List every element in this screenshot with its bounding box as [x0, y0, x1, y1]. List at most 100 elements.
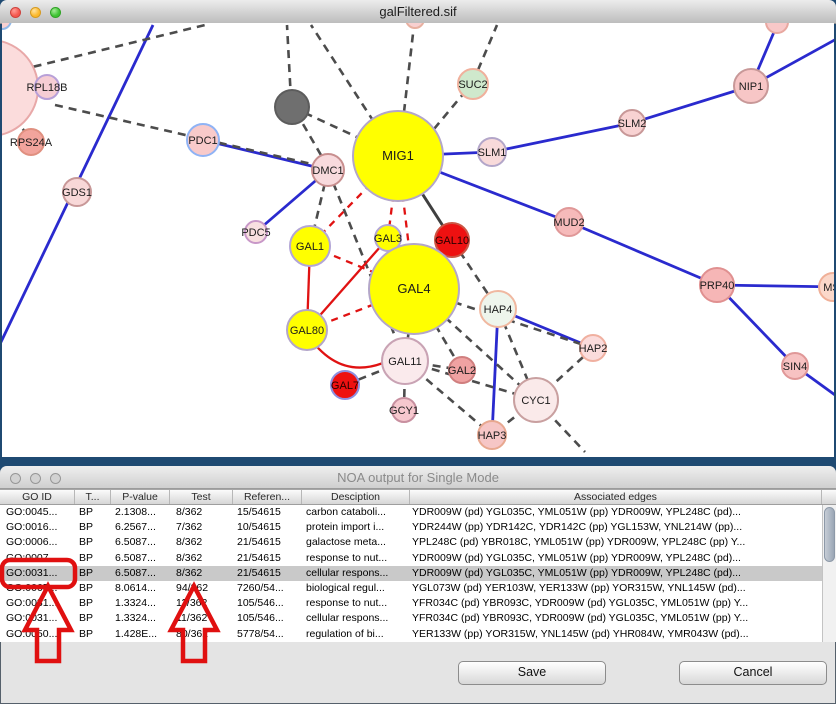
node-label-PRP40: PRP40	[700, 280, 735, 292]
edge-dashed[interactable]	[344, 359, 406, 387]
table-row[interactable]: GO:0050... BP 1.428E... 80/362 5778/54... reg…	[0, 626, 822, 642]
node-GAL4[interactable]	[368, 243, 460, 335]
node-top-right[interactable]	[765, 23, 789, 34]
node-GAL2[interactable]	[448, 356, 476, 384]
column-header-go-id[interactable]: GO ID	[0, 490, 75, 504]
network-view[interactable]: RPL18B RPS24A GDS1 PDC1 DMC1 MIG1 SUC2 SLM1 SLM2…	[2, 23, 834, 457]
edge-dashed[interactable]	[19, 23, 206, 72]
cell-test: 94/362	[176, 581, 209, 594]
node-label-GAL11: GAL11	[388, 356, 421, 368]
node-PDC5[interactable]	[244, 220, 268, 244]
node-GAL1[interactable]	[289, 225, 331, 267]
edge-dashed[interactable]	[433, 92, 465, 130]
cell-go_id: GO:0065...	[6, 581, 58, 594]
node-label-SLM2: SLM2	[618, 118, 647, 130]
cell-p_value: 6.5087...	[115, 566, 156, 579]
zoom-button[interactable]	[50, 7, 61, 18]
node-RPS24A[interactable]	[17, 128, 45, 156]
edge-dashed[interactable]	[476, 24, 499, 71]
close-button[interactable]	[10, 473, 21, 484]
table-row[interactable]: GO:0045... BP 2.1308... 8/362 15/54615 carbon…	[0, 505, 822, 521]
column-header-test[interactable]: Test	[170, 490, 233, 504]
network-canvas[interactable]: RPL18B RPS24A GDS1 PDC1 DMC1 MIG1 SUC2 SLM1 SLM2…	[2, 23, 834, 457]
edge-dashed[interactable]	[402, 24, 416, 113]
cell-description: cellular respons...	[306, 566, 389, 579]
save-button[interactable]: Save	[458, 661, 606, 685]
node-GCY1[interactable]	[391, 397, 417, 423]
node-PRP40[interactable]	[699, 267, 735, 303]
minimize-button[interactable]	[30, 7, 41, 18]
cell-p_value: 2.1308...	[115, 506, 156, 518]
node-HAP4[interactable]	[479, 290, 517, 328]
edge-dashed[interactable]	[285, 24, 293, 101]
cell-edges: YDR009W (pd) YGL035C, YML051W (pp) YDR00…	[412, 506, 741, 518]
edge-dashed[interactable]	[535, 399, 586, 453]
node-top-center[interactable]	[405, 23, 425, 29]
minimize-button[interactable]	[30, 473, 41, 484]
edge-blue[interactable]	[490, 308, 500, 436]
edge-blue[interactable]	[631, 84, 752, 125]
edge-blue[interactable]	[715, 284, 797, 367]
cell-reference: 21/54615	[237, 536, 281, 549]
table-row[interactable]: GO:0065... BP 8.0614... 94/362 7260/54... bio…	[0, 580, 822, 597]
noa-window-titlebar[interactable]: NOA output for Single Mode	[0, 466, 836, 489]
node-MSI[interactable]	[818, 272, 834, 302]
cell-go_id: GO:0050...	[6, 627, 58, 640]
table-row[interactable]: GO:0031... BP 1.3324... 11/362 105/546... cel…	[0, 611, 822, 627]
table-row[interactable]: GO:0031... BP 1.3324... 11/362 105/546... res…	[0, 596, 822, 612]
edge-dashed[interactable]	[309, 24, 376, 123]
node-RPL18B[interactable]	[34, 74, 60, 100]
vertical-scrollbar[interactable]	[822, 505, 836, 642]
table-row[interactable]: GO:0007... BP 6.5087... 8/362 21/54615 respon…	[0, 550, 822, 566]
node-SLM1[interactable]	[477, 137, 507, 167]
column-header-referen-[interactable]: Referen...	[233, 490, 302, 504]
table-row[interactable]: GO:0031... BP 6.5087... 8/362 21/54615 cellul…	[0, 565, 822, 581]
node-label-HAP3: HAP3	[478, 430, 507, 442]
node-DMC1[interactable]	[311, 153, 345, 187]
node-corner[interactable]	[2, 23, 12, 30]
node-NIP1[interactable]	[733, 68, 769, 104]
node-SIN4[interactable]	[781, 352, 809, 380]
node-HAP2[interactable]	[579, 334, 607, 362]
column-header-desciption[interactable]: Desciption	[302, 490, 410, 504]
cell-type: BP	[79, 521, 94, 534]
node-label-HAP2: HAP2	[579, 343, 608, 355]
node-GAL80[interactable]	[286, 309, 328, 351]
results-table: GO ID T... P-value Test Referen... Desciption…	[0, 489, 836, 642]
edge-blue[interactable]	[491, 121, 633, 154]
node-GDS1[interactable]	[62, 177, 92, 207]
node-SLM2[interactable]	[618, 109, 646, 137]
node-HAP3[interactable]	[477, 420, 507, 450]
cell-test: 11/362	[176, 612, 208, 625]
node-CYC1[interactable]	[513, 377, 559, 423]
node-MUD2[interactable]	[554, 207, 584, 237]
network-window-titlebar[interactable]: galFiltered.sif	[0, 0, 836, 24]
cell-test: 8/362	[176, 506, 203, 518]
edge-dashed[interactable]	[294, 111, 327, 163]
column-header-t-[interactable]: T...	[75, 490, 111, 504]
cancel-button[interactable]: Cancel	[679, 661, 827, 685]
table-row[interactable]: GO:0016... BP 6.2567... 7/362 10/54615 protei…	[0, 520, 822, 536]
node-GAL3[interactable]	[374, 224, 402, 252]
scrollbar-thumb[interactable]	[824, 507, 835, 562]
column-header-p-value[interactable]: P-value	[111, 490, 170, 504]
node-label-MIG1: MIG1	[382, 148, 414, 163]
node-SUC2[interactable]	[457, 68, 489, 100]
node-label-RPS24A: RPS24A	[10, 137, 53, 149]
edge-dashed[interactable]	[54, 103, 321, 168]
close-button[interactable]	[10, 7, 21, 18]
edge-red-dashed[interactable]	[396, 155, 416, 290]
column-header-associated-edges[interactable]: Associated edges	[410, 490, 822, 504]
node-GAL10[interactable]	[434, 222, 470, 258]
cell-go_id: GO:0016...	[6, 521, 58, 534]
edge-blue[interactable]	[568, 220, 718, 287]
cell-test: 8/362	[176, 551, 203, 564]
node-PDC1[interactable]	[186, 123, 220, 157]
table-row[interactable]: GO:0006... BP 6.5087... 8/362 21/54615 galact…	[0, 535, 822, 551]
zoom-button[interactable]	[50, 473, 61, 484]
node-gray-node[interactable]	[274, 89, 310, 125]
node-GAL7[interactable]	[330, 370, 360, 400]
node-GAL11[interactable]	[381, 337, 429, 385]
table-body: GO:0045... BP 2.1308... 8/362 15/54615 carbon…	[0, 505, 822, 642]
node-MIG1[interactable]	[352, 110, 444, 202]
